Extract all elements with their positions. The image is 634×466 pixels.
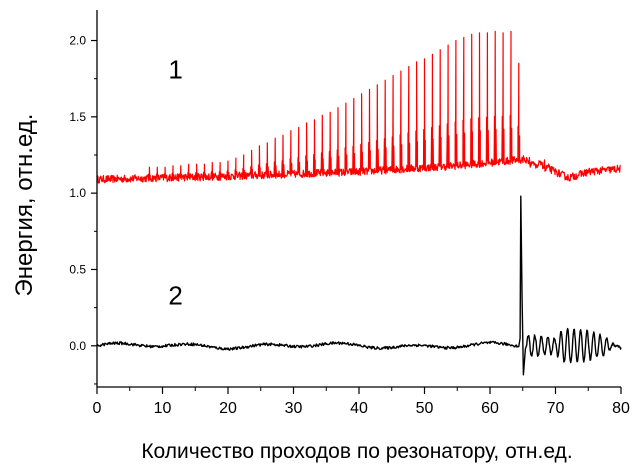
y-tick-label: 1.5 bbox=[69, 110, 86, 124]
annotations: 12 bbox=[168, 55, 182, 311]
x-tick-label: 70 bbox=[547, 400, 565, 417]
x-tick-label: 20 bbox=[219, 400, 237, 417]
y-tick-label: 1.0 bbox=[69, 186, 86, 200]
ticks: 0 10 20 30 40 50 60 70 80 0.0 0.5 1.0 1.5 2.0 bbox=[69, 34, 630, 417]
y-tick-label: 2.0 bbox=[69, 34, 86, 48]
x-tick-label: 60 bbox=[481, 400, 499, 417]
series-2-line bbox=[96, 195, 622, 376]
x-tick-label: 10 bbox=[154, 400, 172, 417]
x-tick-label: 50 bbox=[416, 400, 434, 417]
x-tick-label: 0 bbox=[93, 400, 102, 417]
curve-label-2: 2 bbox=[168, 281, 182, 311]
x-tick-label: 80 bbox=[612, 400, 630, 417]
y-axis-title: Энергия, отн.ед. bbox=[11, 114, 38, 297]
x-tick-label: 40 bbox=[350, 400, 368, 417]
y-tick-label: 0.5 bbox=[69, 262, 86, 276]
x-axis-title: Количество проходов по резонатору, отн.е… bbox=[141, 440, 572, 463]
y-tick-label: 0.0 bbox=[69, 339, 86, 353]
series-1-line bbox=[96, 30, 621, 184]
x-tick-label: 30 bbox=[285, 400, 303, 417]
curve-label-1: 1 bbox=[168, 55, 182, 85]
plot-lines bbox=[96, 30, 622, 376]
